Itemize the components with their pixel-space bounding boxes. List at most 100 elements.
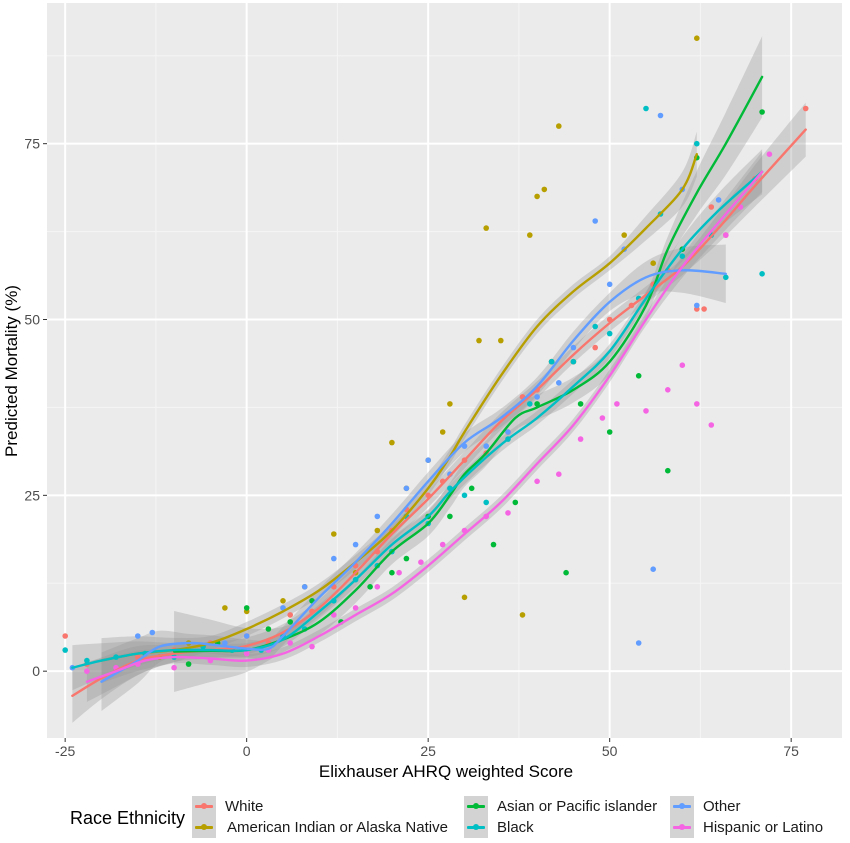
point-asian-or-pacific-islander — [759, 109, 765, 115]
point-other — [556, 380, 562, 386]
point-hispanic-or-latino — [84, 668, 90, 674]
point-other — [657, 112, 664, 119]
point-american-indian-or-alaska-native — [556, 123, 562, 129]
confidence-band-asian-or-pacific-islander — [174, 36, 763, 693]
point-hispanic-or-latino — [694, 401, 700, 407]
legend-label: Black — [497, 819, 534, 836]
point-black — [62, 647, 68, 653]
legend-key-asian — [464, 796, 488, 817]
legend-key-black — [464, 817, 488, 838]
point-asian-or-pacific-islander — [389, 569, 395, 576]
x-tick-label: 25 — [420, 743, 436, 759]
legend-item-other: Other — [670, 796, 823, 817]
point-black — [723, 274, 729, 281]
point-black — [84, 657, 90, 664]
point-asian-or-pacific-islander — [185, 661, 192, 667]
point-asian-or-pacific-islander — [635, 373, 642, 379]
legend-item-american-indian: American Indian or Alaska Native — [192, 817, 448, 838]
point-hispanic-or-latino — [599, 415, 606, 421]
axes: -25 0 25 50 75 0 25 50 75 — [24, 136, 799, 759]
point-white — [701, 306, 707, 312]
smooth-line-american-indian-or-alaska-native — [100, 153, 698, 662]
point-other — [243, 633, 250, 639]
legend-key-hispanic — [670, 817, 694, 838]
point-white — [62, 633, 68, 639]
legend-key-other — [670, 796, 694, 817]
point-hispanic-or-latino — [171, 664, 177, 671]
legend-key-white — [192, 796, 216, 817]
point-other — [222, 640, 228, 646]
x-tick-label: 0 — [243, 743, 251, 759]
point-american-indian-or-alaska-native — [621, 232, 627, 238]
point-other — [483, 443, 490, 449]
point-american-indian-or-alaska-native — [280, 598, 286, 604]
legend-item-white: White — [192, 796, 448, 817]
point-other — [635, 640, 642, 646]
point-asian-or-pacific-islander — [367, 584, 373, 590]
point-american-indian-or-alaska-native — [650, 260, 656, 267]
grid-major — [47, 3, 842, 738]
point-american-indian-or-alaska-native — [447, 401, 453, 407]
point-american-indian-or-alaska-native — [331, 531, 337, 537]
point-black — [461, 492, 468, 499]
point-hispanic-or-latino — [534, 478, 540, 485]
point-american-indian-or-alaska-native — [519, 612, 526, 618]
point-other — [331, 555, 337, 562]
smooth-line-hispanic-or-latino — [85, 170, 764, 683]
point-american-indian-or-alaska-native — [534, 193, 540, 200]
point-black — [548, 358, 555, 365]
point-other — [715, 197, 722, 203]
point-other — [352, 541, 359, 548]
point-other — [650, 566, 656, 572]
legend-label: White — [225, 798, 264, 815]
point-black — [606, 330, 613, 337]
point-black — [679, 253, 686, 259]
point-other — [592, 218, 598, 224]
point-hispanic-or-latino — [396, 569, 402, 576]
point-american-indian-or-alaska-native — [498, 337, 504, 344]
legend-key-american-indian — [192, 817, 216, 838]
point-asian-or-pacific-islander — [606, 429, 613, 435]
point-black — [570, 358, 577, 365]
point-asian-or-pacific-islander — [534, 401, 540, 407]
point-black — [694, 140, 700, 147]
grid-minor — [47, 3, 842, 738]
point-black — [643, 105, 649, 112]
point-other — [505, 429, 511, 435]
point-other — [374, 513, 381, 520]
point-black — [592, 323, 598, 330]
point-hispanic-or-latino — [723, 232, 729, 238]
point-hispanic-or-latino — [665, 387, 671, 393]
point-hispanic-or-latino — [643, 408, 649, 414]
point-other — [301, 584, 308, 590]
point-hispanic-or-latino — [243, 650, 250, 657]
y-tick-label: 0 — [32, 663, 40, 679]
point-white — [802, 105, 809, 112]
point-american-indian-or-alaska-native — [527, 232, 533, 238]
point-american-indian-or-alaska-native — [461, 594, 468, 601]
point-hispanic-or-latino — [374, 584, 381, 590]
smooth-line-other — [100, 269, 727, 683]
point-asian-or-pacific-islander — [665, 467, 671, 474]
point-white — [592, 344, 598, 351]
y-tick-label: 25 — [24, 487, 40, 503]
legend-item-hispanic: Hispanic or Latino — [670, 817, 823, 838]
legend-label: Hispanic or Latino — [703, 819, 824, 836]
point-asian-or-pacific-islander — [512, 499, 519, 506]
point-hispanic-or-latino — [352, 605, 359, 611]
legend-label: Asian or Pacific islander — [497, 798, 658, 815]
point-american-indian-or-alaska-native — [694, 35, 700, 41]
point-asian-or-pacific-islander — [468, 485, 475, 492]
x-tick-label: -25 — [55, 743, 75, 759]
point-american-indian-or-alaska-native — [476, 337, 482, 344]
point-other — [606, 281, 613, 288]
point-hispanic-or-latino — [309, 643, 315, 650]
point-black — [527, 401, 533, 407]
legend-item-asian: Asian or Pacific islander — [464, 796, 657, 817]
point-other — [149, 629, 156, 636]
point-other — [694, 302, 700, 309]
x-axis-title: Elixhauser AHRQ weighted Score — [319, 762, 573, 781]
point-other — [135, 633, 141, 639]
smooth-line-black — [71, 170, 764, 669]
point-other — [425, 457, 432, 464]
